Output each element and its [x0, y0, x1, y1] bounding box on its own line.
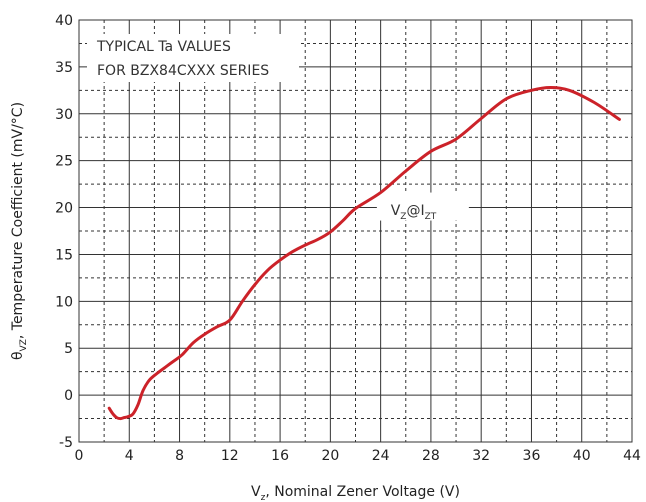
note-line-2: FOR BZX84CXXX SERIES	[97, 63, 269, 79]
y-axis-title-sub: VZ	[19, 339, 29, 351]
series-layer	[107, 86, 621, 421]
curve-label-mid: @I	[406, 203, 424, 219]
major-grid	[79, 20, 632, 442]
x-tick-label: 36	[523, 448, 541, 464]
curve-label-background	[376, 192, 469, 221]
y-tick-label: 40	[55, 13, 73, 29]
y-tick-label: 5	[64, 341, 73, 357]
curve-label: VZ@IZT	[391, 203, 437, 222]
note-background	[87, 34, 299, 82]
y-tick-labels: -5 0 5 10 15 20 25 30 35 40	[55, 13, 73, 451]
x-tick-label: 28	[422, 448, 440, 464]
x-tick-label: 12	[221, 448, 239, 464]
x-axis-title-rest: , Nominal Zener Voltage (V)	[265, 484, 460, 500]
curve-label-sub2: ZT	[425, 212, 437, 222]
series-line	[107, 86, 621, 421]
x-tick-label: 44	[623, 448, 641, 464]
y-tick-label: 15	[55, 247, 73, 263]
x-axis-title-sub: z	[261, 493, 266, 502]
x-tick-label: 0	[75, 448, 84, 464]
x-tick-label: 16	[271, 448, 289, 464]
curve-label-sub1: Z	[400, 212, 406, 222]
x-tick-label: 40	[573, 448, 591, 464]
x-tick-labels: 0 4 8 12 16 20 24 28 32 36 40 44	[75, 448, 641, 464]
y-axis-title-rest: , Temperature Coefficient (mV/°C)	[10, 102, 26, 339]
curve-label-prefix: V	[391, 203, 401, 219]
minor-grid	[79, 20, 632, 442]
y-axis-title: θVZ, Temperature Coefficient (mV/°C)	[10, 102, 29, 360]
y-tick-label: -5	[59, 435, 73, 451]
x-axis-title: Vz, Nominal Zener Voltage (V)	[251, 484, 460, 502]
x-tick-label: 24	[372, 448, 390, 464]
y-tick-label: 0	[64, 388, 73, 404]
y-tick-label: 20	[55, 201, 73, 217]
x-tick-label: 4	[125, 448, 134, 464]
x-tick-label: 32	[472, 448, 490, 464]
y-tick-label: 30	[55, 107, 73, 123]
x-tick-label: 20	[321, 448, 339, 464]
x-tick-label: 8	[175, 448, 184, 464]
y-axis-title-prefix: θ	[10, 351, 26, 360]
note-line-1: TYPICAL Ta VALUES	[96, 39, 231, 55]
y-tick-label: 10	[55, 294, 73, 310]
plot-frame	[78, 19, 633, 443]
y-tick-label: 25	[55, 154, 73, 170]
y-tick-label: 35	[55, 60, 73, 76]
x-axis-title-prefix: V	[251, 484, 261, 500]
